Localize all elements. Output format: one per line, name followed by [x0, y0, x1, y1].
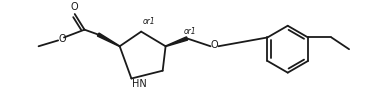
- Text: HN: HN: [133, 80, 147, 90]
- Text: O: O: [58, 34, 66, 44]
- Text: or1: or1: [143, 17, 156, 26]
- Text: or1: or1: [183, 28, 196, 36]
- Polygon shape: [97, 33, 120, 46]
- Polygon shape: [165, 37, 188, 46]
- Text: O: O: [210, 40, 218, 50]
- Text: O: O: [71, 2, 79, 12]
